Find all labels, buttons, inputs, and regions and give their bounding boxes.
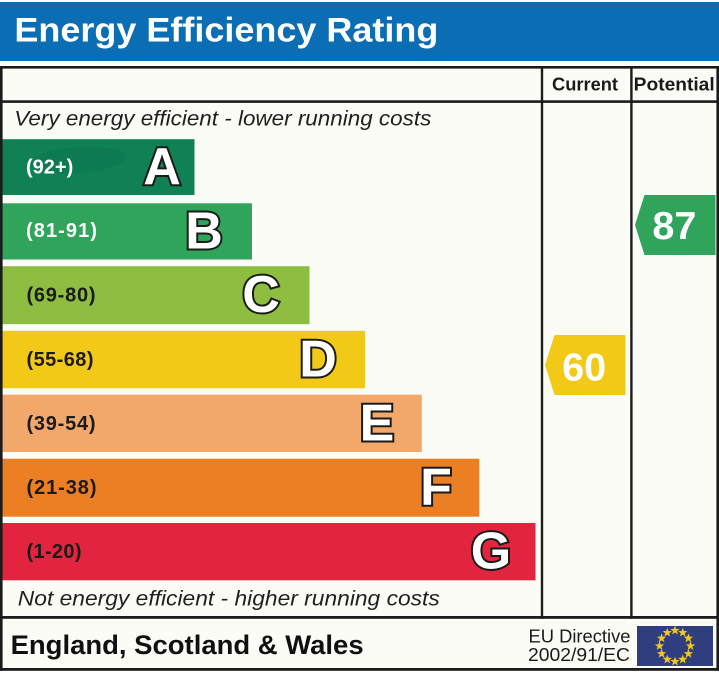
svg-text:Not energy efficient - higher: Not energy efficient - higher running co… [18, 587, 441, 610]
svg-text:EU Directive: EU Directive [529, 627, 631, 647]
svg-text:87: 87 [652, 205, 696, 248]
svg-text:Current: Current [552, 75, 618, 95]
svg-text:60: 60 [562, 347, 606, 390]
svg-text:(1-20): (1-20) [27, 541, 82, 563]
svg-text:G: G [471, 523, 511, 581]
svg-text:A: A [143, 138, 181, 196]
svg-text:Potential: Potential [634, 75, 715, 95]
svg-text:(69-80): (69-80) [27, 285, 96, 307]
svg-text:(81-91): (81-91) [26, 220, 97, 242]
svg-text:(55-68): (55-68) [27, 349, 94, 371]
svg-text:D: D [299, 331, 337, 389]
svg-text:C: C [242, 266, 280, 324]
svg-text:2002/91/EC: 2002/91/EC [528, 645, 630, 665]
svg-text:(21-38): (21-38) [27, 477, 97, 499]
svg-text:Energy Efficiency Rating: Energy Efficiency Rating [14, 12, 438, 50]
svg-text:Very energy efficient - lower: Very energy efficient - lower running co… [14, 107, 432, 130]
svg-text:(39-54): (39-54) [27, 413, 96, 435]
svg-text:E: E [360, 394, 395, 452]
svg-text:F: F [420, 459, 452, 517]
svg-text:(92+): (92+) [26, 157, 73, 179]
svg-text:B: B [185, 202, 223, 260]
svg-text:England, Scotland & Wales: England, Scotland & Wales [11, 630, 364, 660]
